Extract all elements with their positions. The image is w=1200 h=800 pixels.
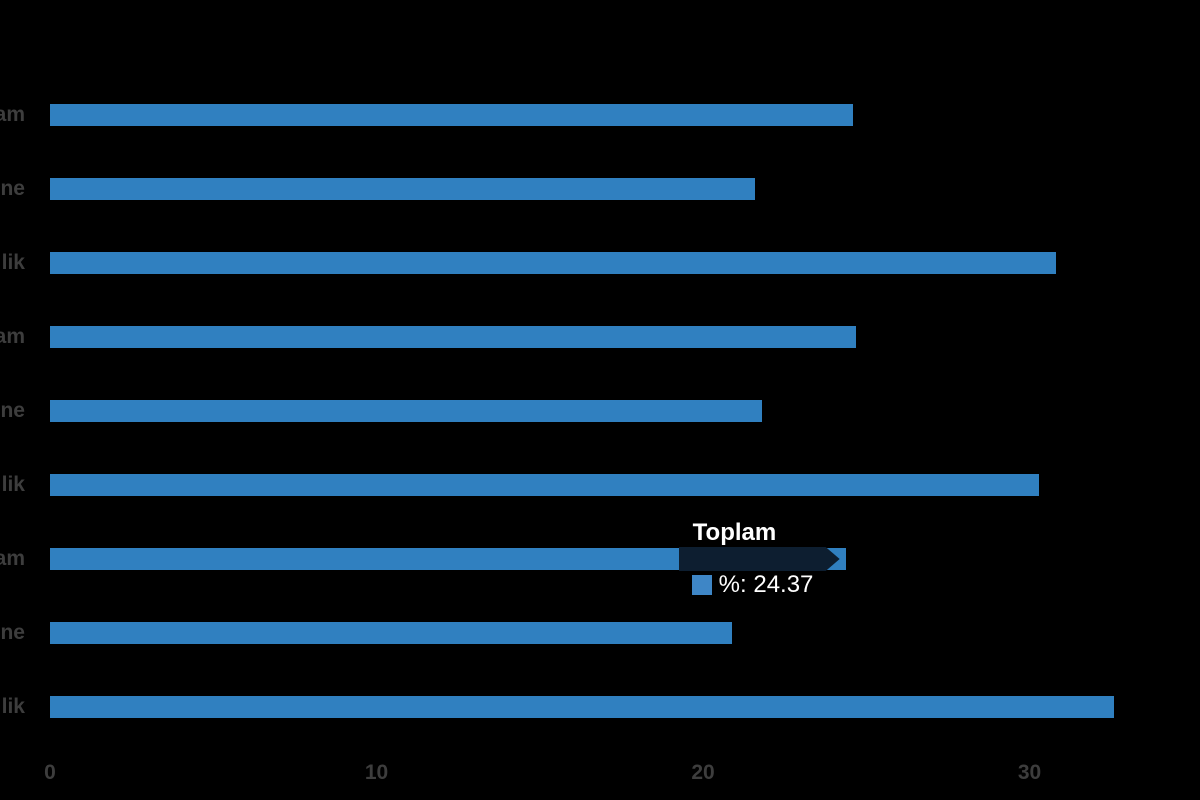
bar[interactable] [50, 178, 756, 200]
category-label: am [0, 325, 25, 348]
x-tick-label: 20 [691, 761, 715, 784]
bar[interactable] [50, 326, 857, 348]
category-label: lik [1, 473, 25, 496]
tooltip-body: %: 24.37 [691, 571, 814, 598]
category-label: lik [1, 251, 25, 274]
category-label: ne [0, 621, 25, 644]
bar[interactable] [50, 252, 1056, 274]
bar[interactable] [50, 400, 762, 422]
tooltip-value-text: %: 24.37 [718, 571, 814, 598]
x-tick-label: 10 [364, 761, 389, 784]
category-label: am [0, 103, 25, 126]
bar[interactable] [50, 548, 846, 570]
category-label: ne [0, 177, 25, 200]
x-tick-label: 30 [1017, 761, 1042, 784]
tooltip-pointer-band [679, 547, 840, 571]
tooltip-title: Toplam [692, 519, 777, 546]
bar[interactable] [50, 104, 854, 126]
category-label: lik [1, 695, 25, 718]
x-tick-label: 0 [44, 761, 56, 784]
category-label: ne [0, 399, 25, 422]
bar[interactable] [50, 622, 733, 644]
bar[interactable] [50, 696, 1115, 718]
category-label: am [0, 547, 25, 570]
bar[interactable] [50, 474, 1040, 496]
tooltip-series-swatch [691, 575, 712, 595]
